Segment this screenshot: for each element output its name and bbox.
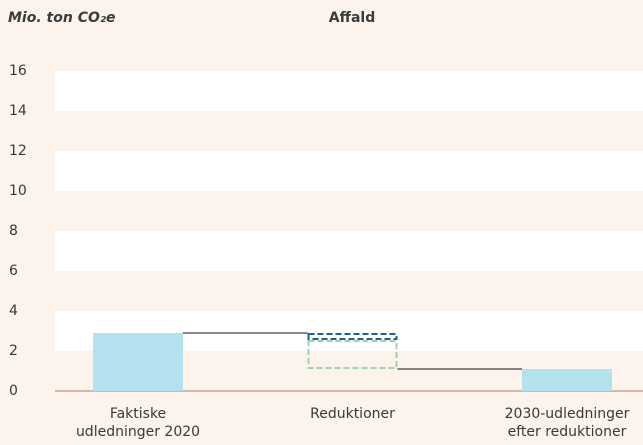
y-tick-label: 4 [9, 303, 18, 319]
reduction [307, 333, 398, 340]
y-axis-label: Mio. ton CO₂e [8, 10, 116, 26]
grid-band [55, 231, 643, 271]
grid-band [55, 151, 643, 191]
y-tick-label: 12 [9, 143, 27, 159]
y-tick-label: 8 [9, 223, 18, 239]
grid-band [55, 271, 643, 311]
reduction [307, 340, 398, 369]
y-tick-label: 14 [9, 103, 27, 119]
grid-band [55, 71, 643, 111]
bar [522, 369, 612, 391]
y-tick-label: 2 [9, 343, 18, 359]
chart-title: Affald [329, 10, 375, 26]
x-tick-label: Faktiske udledninger 2020 [75, 406, 201, 440]
x-tick-label: Reduktioner [310, 406, 395, 422]
bar [93, 333, 183, 391]
grid-band [55, 191, 643, 231]
grid-band [55, 111, 643, 151]
y-tick-label: 0 [9, 383, 18, 399]
x-tick-label: 2030-udledninger efter reduktioner [504, 406, 630, 440]
y-tick-label: 10 [9, 183, 27, 199]
y-tick-label: 6 [9, 263, 18, 279]
y-tick-label: 16 [9, 63, 27, 79]
